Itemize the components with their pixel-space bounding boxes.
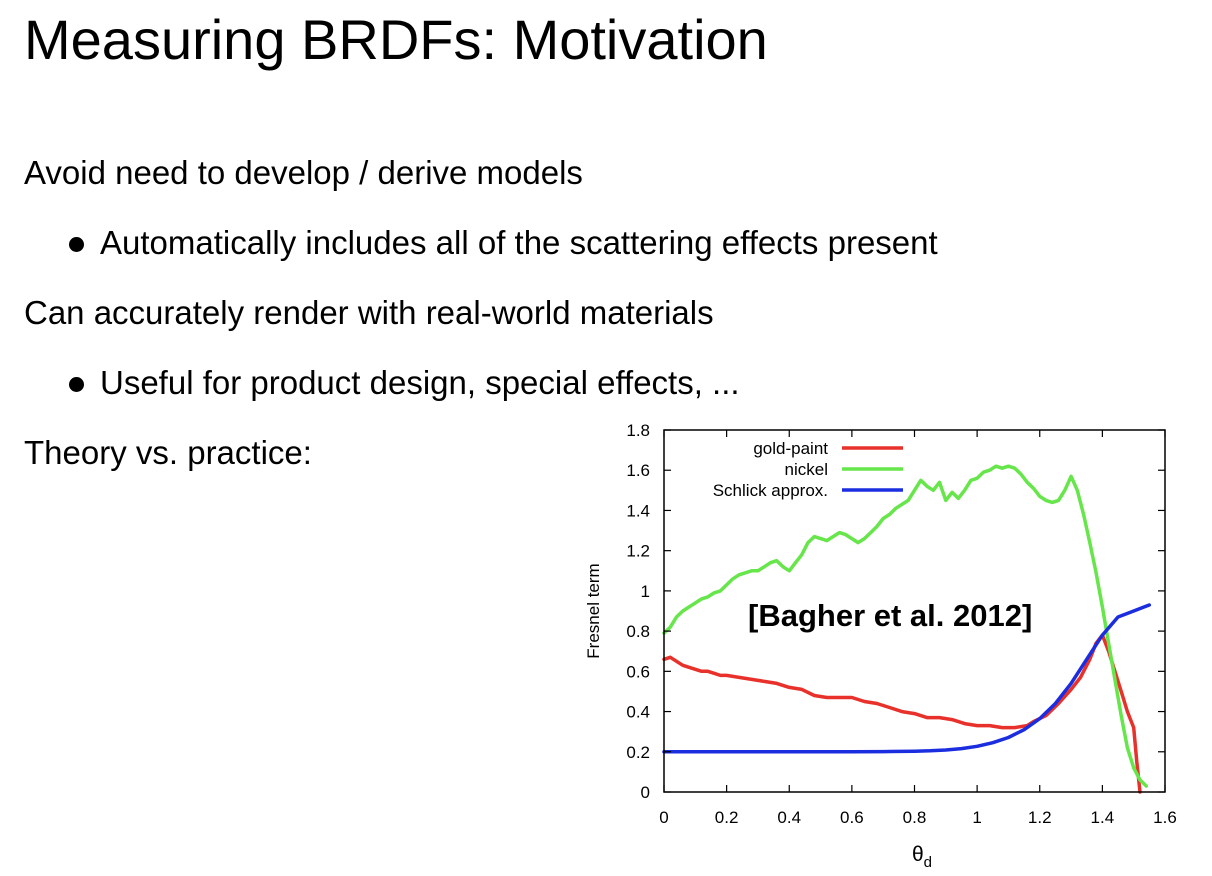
y-tick-label: 0 [641,783,650,802]
slide-title: Measuring BRDFs: Motivation [24,8,768,71]
x-tick-label: 1.4 [1091,808,1115,827]
y-tick-label: 0.8 [626,622,650,641]
bullet-item: Can accurately render with real-world ma… [24,294,714,331]
chart-legend: gold-paint nickel Schlick approx. [713,439,903,500]
y-tick-label: 1.6 [626,461,650,480]
y-tick-label: 1.8 [626,421,650,440]
sub-bullet-item: Useful for product design, special effec… [24,358,938,428]
sub-bullet-item: Automatically includes all of the scatte… [24,218,938,288]
x-axis-label: θd [912,843,932,871]
legend-label: Schlick approx. [713,481,828,500]
citation-annotation: [Bagher et al. 2012] [748,598,1032,633]
y-tick-label: 0.4 [626,703,650,722]
x-tick-label: 1.2 [1028,808,1052,827]
bullet-item: Theory vs. practice: [24,434,312,471]
y-axis-label: Fresnel term [584,563,603,658]
legend-label: gold-paint [753,439,828,458]
x-tick-label: 0.8 [903,808,927,827]
series-line-nickel [662,464,1148,788]
series-line-schlick-approx [662,603,1152,754]
x-tick-label: 0.4 [777,808,801,827]
x-tick-label: 1.6 [1153,808,1177,827]
y-tick-label: 1 [641,582,650,601]
y-tick-label: 0.2 [626,743,650,762]
bullet-item: Avoid need to develop / derive models [24,154,583,191]
y-tick-label: 1.4 [626,501,650,520]
x-tick-label: 0.2 [715,808,739,827]
series-line-gold-paint [662,633,1142,794]
x-tick-label: 0.6 [840,808,864,827]
y-tick-label: 1.2 [626,542,650,561]
x-tick-label: 1 [972,808,981,827]
bullet-list: Avoid need to develop / derive models Au… [24,148,938,498]
y-tick-label: 0.6 [626,662,650,681]
x-axis-label-main: θ [912,843,924,866]
x-axis-label-sub: d [924,854,932,871]
legend-label: nickel [785,460,828,479]
x-tick-label: 0 [659,808,668,827]
